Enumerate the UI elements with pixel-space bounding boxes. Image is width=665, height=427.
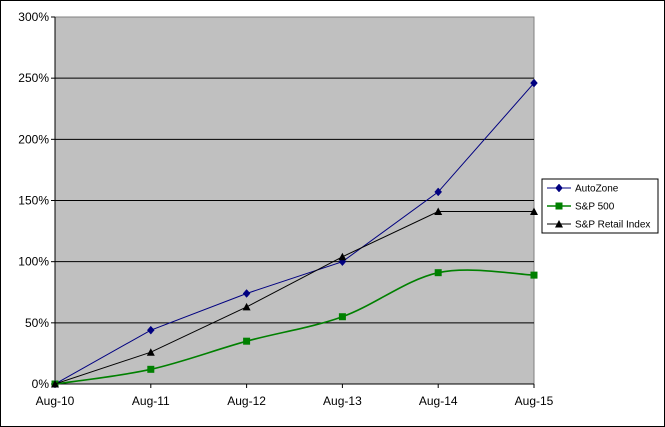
legend-item: AutoZone <box>547 184 619 195</box>
y-tick-label: 200% <box>18 132 49 146</box>
series-sp-retail-index <box>51 207 538 388</box>
y-tick-label: 250% <box>18 71 49 85</box>
series-line <box>54 82 535 385</box>
data-point <box>242 302 251 311</box>
data-point <box>146 348 155 356</box>
legend-marker <box>555 183 563 193</box>
gridlines <box>55 77 534 324</box>
legend-item: S&P 500 <box>547 202 615 213</box>
data-point <box>146 325 155 335</box>
data-point <box>147 365 155 373</box>
data-point <box>530 78 538 88</box>
series-line <box>54 211 534 385</box>
data-point <box>434 269 442 277</box>
series-layer <box>51 78 538 389</box>
y-tick-label: 50% <box>25 316 49 330</box>
x-tick-label: Aug-12 <box>227 394 266 408</box>
data-point <box>242 289 251 298</box>
data-point <box>434 187 443 197</box>
x-tick-label: Aug-13 <box>323 394 362 408</box>
y-tick-label: 300% <box>18 10 49 24</box>
legend-label: S&P 500 <box>575 202 615 213</box>
legend-label: S&P Retail Index <box>575 220 650 231</box>
legend-marker <box>555 220 563 228</box>
data-point <box>338 252 347 261</box>
legend-item: S&P Retail Index <box>547 220 650 231</box>
y-tick-label: 0% <box>32 377 50 391</box>
x-tick-label: Aug-14 <box>419 394 458 408</box>
legend-marker <box>555 202 563 210</box>
data-point <box>434 207 443 216</box>
legend-label: AutoZone <box>575 184 619 195</box>
x-tick-label: Aug-15 <box>515 394 554 408</box>
data-point <box>243 337 251 345</box>
x-tick-label: Aug-11 <box>132 394 170 408</box>
data-point <box>530 207 538 216</box>
data-point <box>51 380 59 388</box>
axes: 0% 50% 100% 150% 200% 250% 300% Aug-10 Aug-11 Aug… <box>18 10 553 408</box>
data-point <box>530 271 538 279</box>
legend: AutoZone S&P 500 S&P Retail Index <box>541 178 659 234</box>
y-tick-label: 150% <box>18 194 49 208</box>
data-point <box>338 313 346 321</box>
series-line <box>54 269 535 385</box>
y-tick-label: 100% <box>18 255 49 269</box>
x-tick-label: Aug-10 <box>36 394 75 408</box>
